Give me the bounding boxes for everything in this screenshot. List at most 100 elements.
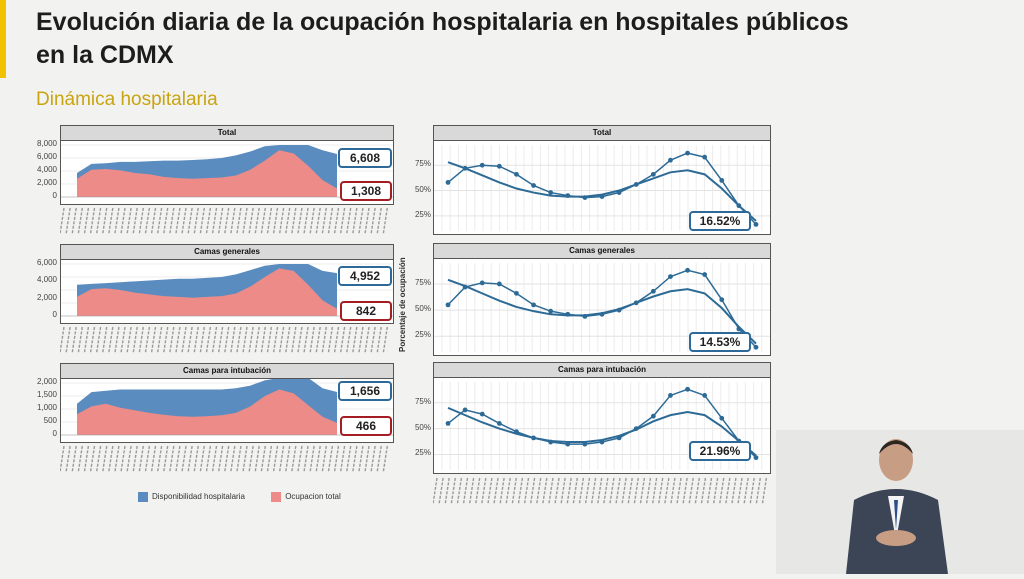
data-point [462, 284, 468, 290]
x-tick-label [230, 207, 236, 235]
x-tick-label [95, 207, 102, 235]
x-tick-label [169, 326, 175, 354]
x-tick-label [230, 326, 236, 354]
occupancy-callout: 14.53% [689, 332, 751, 352]
chart-title: Camas generales [61, 245, 393, 260]
x-tick-label [291, 445, 297, 473]
x-tick-label [456, 477, 463, 505]
x-tick-label [144, 326, 151, 354]
page-title: Evolución diaria de la ocupación hospita… [36, 8, 849, 69]
y-tick-label: 25% [414, 209, 431, 219]
x-tick-label [260, 326, 266, 354]
x-tick-label [303, 445, 309, 473]
x-tick-label [236, 207, 242, 235]
x-tick-label [333, 445, 340, 473]
data-point [702, 272, 708, 277]
data-point [514, 290, 519, 296]
data-point [445, 421, 451, 426]
x-tick-label [108, 326, 114, 354]
x-tick-label [658, 477, 664, 505]
x-tick-label [95, 326, 102, 354]
data-point [668, 393, 673, 398]
x-tick-label [266, 445, 273, 473]
data-point [616, 435, 622, 441]
x-tick-label [65, 445, 71, 473]
x-tick-label [272, 207, 279, 235]
x-tick-label [217, 326, 224, 354]
x-tick-label [217, 445, 224, 473]
x-tick-label [297, 326, 303, 354]
x-tick-label [339, 207, 346, 235]
x-tick-label [126, 445, 132, 473]
chart-title: Total [434, 126, 770, 141]
data-point [514, 429, 519, 435]
chart-title: Camas para intubación [61, 364, 393, 379]
x-tick-label [175, 326, 181, 354]
x-tick-label [529, 477, 536, 505]
x-tick-label [639, 477, 646, 505]
occupation-callout: 842 [340, 301, 392, 321]
x-tick-label [114, 445, 120, 473]
x-tick-label [719, 477, 725, 505]
data-point [565, 441, 571, 447]
x-tick-label [352, 326, 358, 354]
x-tick-label [278, 326, 285, 354]
x-tick-label [309, 207, 315, 235]
x-tick-label [554, 477, 560, 505]
data-point [753, 222, 759, 227]
data-point [582, 314, 588, 319]
y-tick-label: 0 [52, 191, 57, 200]
section-subtitle: Dinámica hospitalaria [36, 89, 218, 110]
x-tick-label [120, 207, 126, 235]
x-tick-label [138, 445, 144, 473]
y-tick-label: 0 [52, 429, 57, 438]
x-tick-label [712, 477, 719, 505]
x-tick-label [71, 207, 77, 235]
x-tick-label [370, 326, 376, 354]
x-tick-label [517, 477, 524, 505]
x-tick-label [481, 477, 487, 505]
x-tick-label [291, 326, 297, 354]
x-tick-label [248, 445, 254, 473]
x-tick-label [309, 326, 315, 354]
y-tick-label: 50% [414, 422, 431, 432]
legend-label: Ocupacion total [285, 492, 341, 502]
x-tick-label [65, 326, 71, 354]
data-point [479, 162, 485, 168]
x-tick-label [150, 326, 157, 354]
x-tick-label [83, 207, 90, 235]
x-tick-label [376, 326, 382, 354]
data-point [650, 288, 656, 294]
x-tick-label [382, 326, 388, 354]
availability-callout: 4,952 [338, 266, 392, 286]
chart-intubation-beds-capacity: Camas para intubación [60, 363, 394, 443]
x-tick-label [181, 207, 187, 235]
x-tick-label [309, 445, 315, 473]
x-tick-label [285, 326, 291, 354]
plot-area [61, 379, 393, 436]
x-tick-label [95, 445, 102, 473]
data-point [753, 455, 759, 461]
x-tick-label [132, 326, 138, 354]
legend-swatch [271, 492, 282, 502]
x-tick-label [725, 477, 731, 505]
x-tick-label [77, 445, 83, 473]
legend-label: Disponibilidad hospitalaria [152, 492, 245, 502]
x-tick-label [560, 477, 566, 505]
data-point [548, 190, 554, 195]
y-tick-label: 75% [414, 159, 431, 169]
x-tick-label [132, 207, 138, 235]
y-tick-label: 2,000 [36, 292, 57, 302]
x-tick-label [597, 477, 603, 505]
x-tick-label [199, 207, 205, 235]
data-point [582, 441, 588, 447]
x-tick-label [242, 445, 248, 473]
y-tick-label: 6,000 [36, 152, 57, 161]
x-tick-label [346, 207, 352, 235]
x-tick-label [114, 326, 120, 354]
accent-bar [0, 0, 6, 78]
occupation-area [77, 389, 337, 435]
x-tick-label [627, 477, 633, 505]
x-tick-labels [60, 207, 388, 235]
y-tick-label: 75% [414, 277, 431, 287]
